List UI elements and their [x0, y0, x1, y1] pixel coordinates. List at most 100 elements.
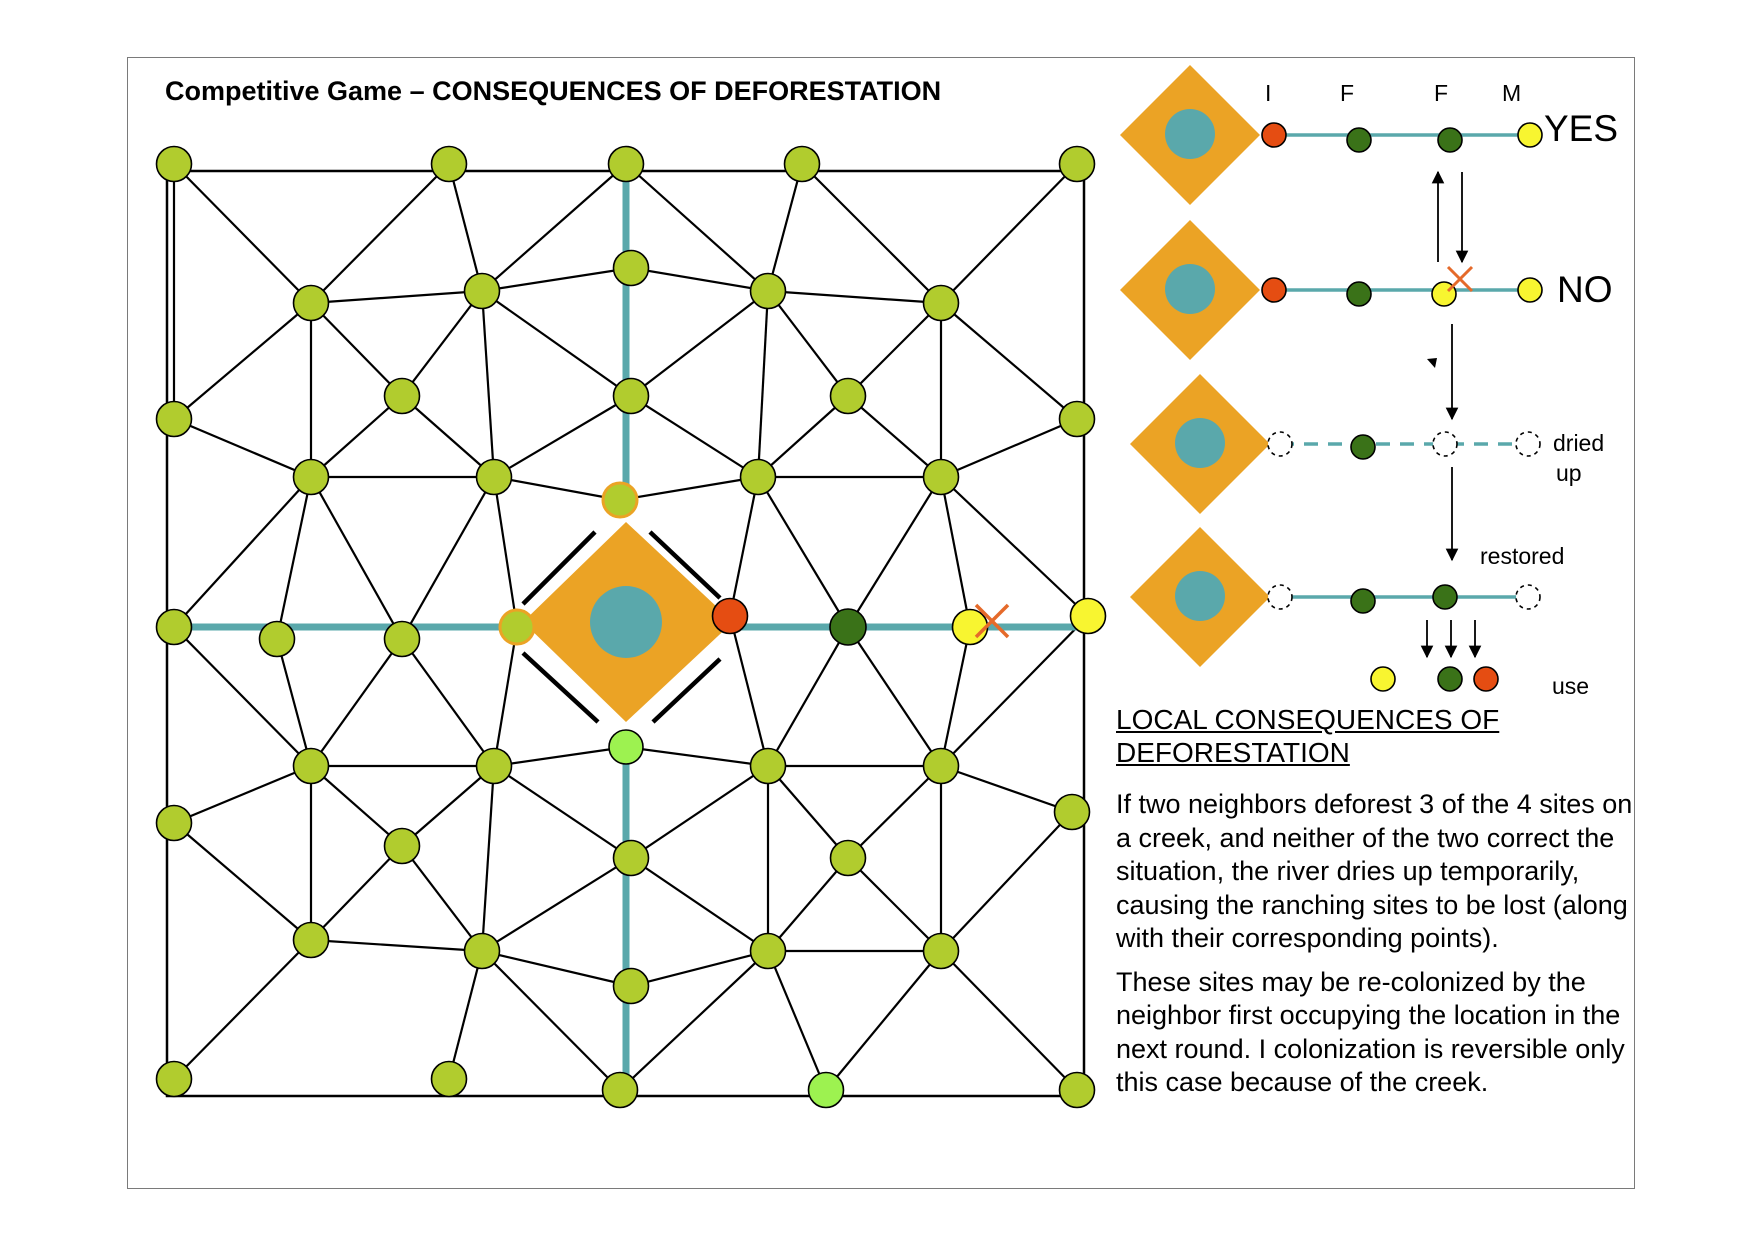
network-edge: [630, 395, 759, 478]
page-title: Competitive Game – CONSEQUENCES OF DEFOR…: [165, 76, 942, 106]
network-edge: [275, 476, 313, 640]
network-edge: [847, 626, 942, 767]
network-edge: [619, 950, 769, 1091]
network-edge: [493, 395, 632, 478]
legend-node-i: [1261, 122, 1287, 148]
network-edge: [173, 626, 312, 767]
water-pool: [590, 586, 662, 658]
network-edge: [939, 626, 972, 767]
network-edge: [757, 476, 849, 628]
network-edge: [401, 765, 495, 847]
green-node: [292, 747, 330, 785]
network-edge: [173, 302, 312, 420]
legend-empty-site: [1267, 431, 1293, 457]
network-edge: [630, 765, 769, 859]
legend-node-m: [1517, 277, 1543, 303]
legend-node-f2: [1432, 584, 1458, 610]
green-node: [383, 827, 421, 865]
network-edge: [493, 765, 632, 859]
network-edge: [847, 395, 942, 478]
network-edge: [173, 476, 312, 628]
column-label-i: I: [1265, 80, 1272, 106]
network-edge: [480, 765, 496, 952]
green-node: [1058, 145, 1096, 183]
network-edge: [801, 163, 942, 304]
legend-node-f1: [1350, 588, 1376, 614]
network-edge: [401, 290, 483, 397]
legend-use-yellow: [1370, 666, 1396, 692]
network-edge: [310, 289, 483, 305]
green-node: [749, 932, 787, 970]
legend-empty-site: [1267, 584, 1293, 610]
body-text: If two neighbors deforest 3 of the 4 sit…: [1116, 788, 1636, 1110]
yellow-node: [951, 608, 989, 646]
network-edge: [767, 290, 849, 397]
green-node: [383, 377, 421, 415]
network-edge: [940, 302, 1078, 420]
network-edge: [825, 950, 942, 1091]
network-edge: [310, 395, 403, 478]
creek-node-west: [498, 608, 536, 646]
network-edge: [847, 857, 942, 952]
green-node: [612, 377, 650, 415]
green-node: [1053, 793, 1091, 831]
green-node: [922, 458, 960, 496]
legend-node-i: [1261, 277, 1287, 303]
green-node: [829, 839, 867, 877]
green-node: [155, 400, 193, 438]
arrow-tip: [1427, 358, 1437, 368]
legend-empty-site: [1515, 431, 1541, 457]
legend-node-f1: [1346, 127, 1372, 153]
green-node: [292, 284, 330, 322]
network-edge: [619, 475, 759, 502]
legend-village-restored-water: [1175, 571, 1225, 621]
green-node: [783, 145, 821, 183]
network-edge: [766, 950, 828, 1091]
legend-village-dried-water: [1175, 418, 1225, 468]
green-node: [739, 458, 777, 496]
network-edge: [939, 476, 972, 628]
network-edge: [481, 266, 632, 293]
network-edge: [447, 950, 484, 1080]
network-edge: [173, 939, 312, 1080]
body-paragraph-1: If two neighbors deforest 3 of the 4 sit…: [1116, 789, 1633, 953]
network-edge: [310, 938, 483, 953]
green-node: [922, 284, 960, 322]
network-edge: [310, 638, 403, 767]
network-edge: [767, 626, 849, 767]
green-node: [612, 249, 650, 287]
creek-node-south: [608, 729, 644, 765]
no-label: NO: [1557, 269, 1613, 310]
green-node: [155, 1060, 193, 1098]
network-edge: [728, 615, 770, 767]
legend-empty-site: [1515, 584, 1541, 610]
network-edge: [401, 638, 495, 767]
village-frame: [521, 651, 600, 724]
legend-cross-mark: [1446, 265, 1474, 293]
network-edge: [728, 476, 760, 617]
green-node: [922, 932, 960, 970]
yellow-node-edge: [1069, 597, 1107, 635]
creek-node-north: [601, 481, 639, 519]
green-node: [463, 272, 501, 310]
body-paragraph-2: These sites may be re-colonized by the n…: [1116, 966, 1625, 1098]
network-edge: [173, 822, 312, 941]
network-edge: [480, 290, 496, 478]
cross-mark: [974, 603, 1010, 639]
legend-village-no-water: [1165, 264, 1215, 314]
village-frame: [521, 530, 597, 606]
green-node: [292, 921, 330, 959]
green-node: [749, 747, 787, 785]
legend-village-yes-water: [1165, 109, 1215, 159]
green-node: [155, 145, 193, 183]
legend-empty-site: [1432, 431, 1458, 457]
network-edge: [173, 163, 312, 304]
section-heading: LOCAL CONSEQUENCES OF DEFORESTATION: [1116, 704, 1500, 768]
column-label-f2: F: [1434, 80, 1449, 106]
green-node: [612, 967, 650, 1005]
legend-node-f1: [1346, 281, 1372, 307]
network-edge: [630, 266, 769, 293]
network-edge: [481, 290, 632, 397]
network-edge: [493, 475, 621, 502]
